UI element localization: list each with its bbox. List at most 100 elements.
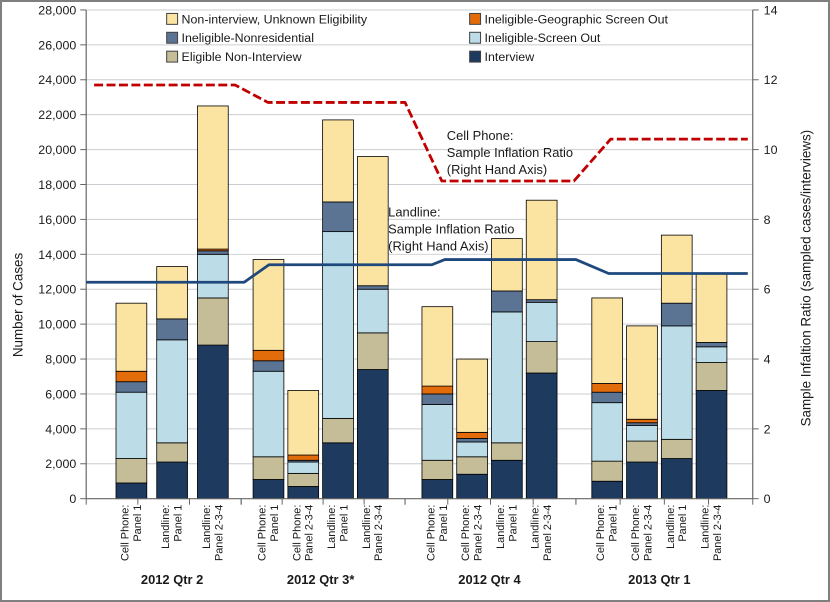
bar-segment-interview: [197, 344, 229, 500]
bar-segment-nonresidential: [252, 360, 285, 372]
bar-segment-unknown: [287, 390, 320, 456]
bar-segment-interview: [287, 486, 320, 500]
x-axis-bar-label: Cell Phone:Panel 2-3-4: [630, 505, 654, 561]
bars: [115, 105, 728, 500]
bar: [626, 325, 658, 500]
left-axis-tick-label: 22,000: [38, 108, 76, 122]
bar-segment-interview: [115, 482, 148, 500]
x-axis-bar-label: Cell Phone:Panel 2-3-4: [291, 505, 315, 561]
bar: [287, 390, 320, 500]
x-axis-bar-label: Cell Phone:Panel 1: [257, 505, 281, 561]
bar: [660, 234, 693, 500]
bar-segment-interview: [156, 461, 188, 500]
right-axis-tick-label: 14: [764, 3, 778, 17]
bar-segment-geo_screen_out: [626, 418, 658, 424]
bar-segment-unknown: [421, 306, 454, 387]
bar-segment-eligible_non_interview: [591, 460, 624, 482]
bar-segment-screen_out: [287, 461, 320, 474]
bar-segment-geo_screen_out: [252, 349, 285, 362]
left-axis-title: Number of Cases: [11, 253, 26, 358]
legend-swatch-unknown: [166, 12, 179, 25]
bar-segment-unknown: [156, 266, 188, 320]
bar-segment-screen_out: [115, 391, 148, 459]
legend-label-screen_out: Ineligible-Screen Out: [485, 31, 601, 45]
bar-segment-unknown: [491, 238, 523, 292]
bar-segment-unknown: [626, 325, 658, 420]
bar-segment-nonresidential: [156, 318, 188, 341]
x-axis-group-label: 2012 Qtr 3*: [287, 572, 355, 587]
bar-segment-nonresidential: [197, 250, 229, 255]
bar-segment-screen_out: [252, 370, 285, 458]
line-landline-ratio: [86, 258, 748, 284]
bar-segment-interview: [491, 459, 523, 500]
left-axis-tick-label: 4,000: [45, 422, 76, 436]
bar-segment-screen_out: [322, 231, 354, 419]
bar-segment-interview: [456, 473, 488, 500]
right-axis-title: Sample Infaltion Ratio (sampled cases/in…: [798, 130, 813, 427]
bar-segment-screen_out: [156, 339, 188, 444]
legend-label-nonresidential: Ineligible-Nonresidential: [182, 31, 314, 45]
legend-swatch-interview: [469, 50, 482, 63]
annotation-cell-phone-ratio-label: Cell Phone: Sample Inflation Ratio (Right …: [447, 128, 573, 177]
bar-segment-eligible_non_interview: [197, 297, 229, 346]
bar-segment-eligible_non_interview: [356, 332, 389, 370]
bar-segment-screen_out: [695, 346, 728, 363]
bar-segment-nonresidential: [591, 391, 624, 404]
x-axis-bar-label: Landline:Panel 1: [665, 505, 689, 549]
bar-segment-unknown: [356, 156, 389, 287]
bar-segment-unknown: [660, 234, 693, 304]
x-axis-bar-label: Landline:Panel 1: [160, 505, 184, 549]
left-axis-tick-label: 18,000: [38, 178, 76, 192]
line-cell-phone-ratio: [94, 83, 748, 183]
bar-segment-interview: [591, 480, 624, 500]
axes: [80, 9, 759, 505]
x-axis-group-label: 2012 Qtr 2: [141, 572, 203, 587]
annotation-landline-ratio-label: Landline: Sample Inflation Ratio (Right Ha…: [388, 205, 514, 254]
bar-segment-screen_out: [491, 311, 523, 444]
bar: [695, 273, 728, 500]
legend-label-interview: Interview: [485, 50, 535, 64]
bar-segment-interview: [252, 479, 285, 500]
bar-segment-screen_out: [660, 325, 693, 440]
bar-segment-eligible_non_interview: [660, 438, 693, 459]
bar-segment-nonresidential: [356, 285, 389, 290]
bar-segment-eligible_non_interview: [421, 459, 454, 480]
legend-swatch-nonresidential: [166, 31, 179, 44]
left-axis-tick-label: 6,000: [45, 387, 76, 401]
bar-segment-nonresidential: [695, 342, 728, 348]
bar-segment-unknown: [525, 199, 558, 301]
bar-segment-geo_screen_out: [287, 454, 320, 461]
bar-segment-geo_screen_out: [421, 385, 454, 395]
x-axis-group-label: 2013 Qtr 1: [628, 572, 690, 587]
right-axis-tick-label: 0: [764, 492, 771, 506]
x-axis-bar-label: Landline:Panel 1: [326, 505, 350, 549]
left-axis-tick-label: 10,000: [38, 318, 76, 332]
bar-segment-eligible_non_interview: [491, 442, 523, 461]
left-axis-tick-label: 2,000: [45, 457, 76, 471]
bar: [421, 306, 454, 500]
left-axis-tick-label: 0: [69, 492, 76, 506]
bar-segment-eligible_non_interview: [322, 417, 354, 444]
bar-segment-interview: [356, 369, 389, 500]
bar-segment-eligible_non_interview: [115, 458, 148, 484]
bar: [156, 266, 188, 500]
bar-segment-nonresidential: [115, 381, 148, 393]
right-axis-tick-label: 2: [764, 422, 771, 436]
bar-segment-eligible_non_interview: [525, 341, 558, 374]
left-axis-tick-label: 14,000: [38, 248, 76, 262]
bar-segment-screen_out: [356, 288, 389, 334]
bar-segment-screen_out: [456, 441, 488, 458]
bar-segment-interview: [695, 390, 728, 500]
bar-segment-interview: [421, 479, 454, 500]
bar-segment-geo_screen_out: [456, 431, 488, 439]
left-axis-tick-label: 8,000: [45, 353, 76, 367]
bar-segment-eligible_non_interview: [456, 456, 488, 475]
left-axis-tick-label: 16,000: [38, 213, 76, 227]
bar-segment-screen_out: [626, 424, 658, 442]
bar-segment-unknown: [322, 119, 354, 203]
x-axis-bar-label: Cell Phone:Panel 2-3-4: [460, 505, 484, 561]
right-axis-tick-label: 6: [764, 283, 771, 297]
axis-labels: 0 2,000 4,000 6,000 8,000 10,000 12,000 14,000 1…: [11, 3, 814, 506]
bar-segment-geo_screen_out: [115, 370, 148, 383]
x-axis-bar-label: Cell Phone:Panel 1: [119, 505, 143, 561]
